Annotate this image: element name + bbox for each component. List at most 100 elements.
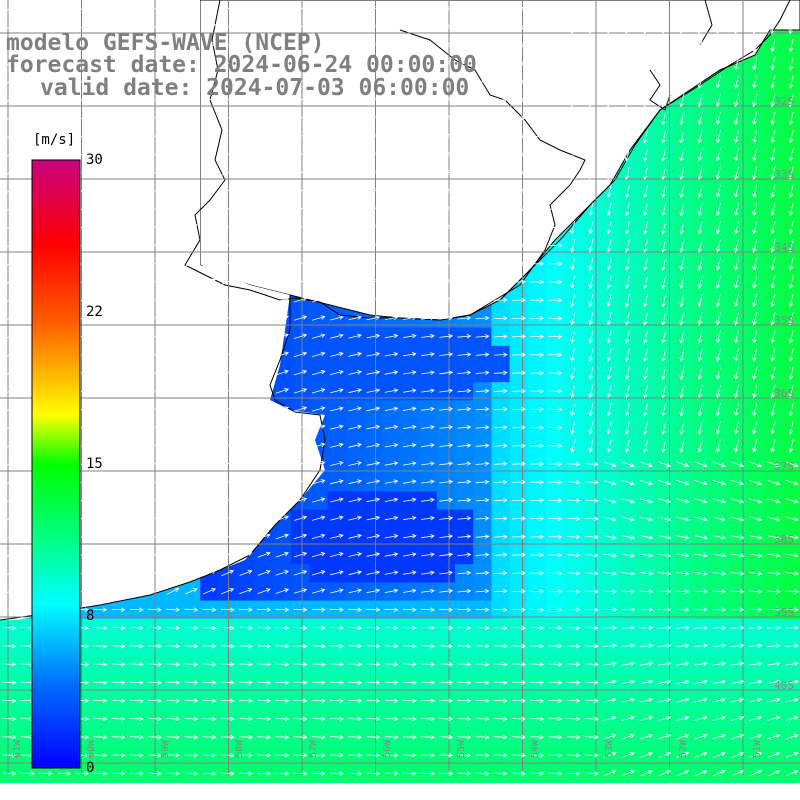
wind-arrow — [624, 330, 630, 344]
wind-arrow — [311, 351, 326, 357]
wind-arrow — [621, 643, 636, 648]
wind-arrow — [57, 41, 70, 50]
wind-arrow — [275, 115, 289, 121]
wind-cell — [655, 709, 674, 729]
wind-arrow — [457, 188, 472, 193]
wind-arrow — [293, 115, 308, 121]
wind-arrow — [257, 297, 271, 303]
wind-arrow — [111, 607, 126, 613]
wind-arrow — [293, 388, 308, 394]
wind-arrow — [239, 333, 253, 340]
wind-arrow — [3, 550, 15, 560]
wind-arrow — [94, 369, 107, 377]
wind-arrow — [766, 571, 781, 576]
wind-cell — [709, 673, 729, 693]
wind-arrow — [475, 607, 490, 613]
wind-arrow — [530, 716, 545, 722]
wind-arrow — [93, 662, 108, 667]
wind-arrow — [766, 715, 781, 721]
wind-arrow — [384, 588, 399, 594]
wind-arrow — [348, 588, 362, 594]
wind-cell — [764, 109, 784, 128]
wind-arrow — [493, 552, 508, 558]
wind-arrow — [348, 461, 362, 466]
wind-arrow — [530, 261, 545, 267]
wind-arrow — [184, 369, 198, 377]
wind-cell — [764, 200, 784, 219]
wind-arrow — [202, 734, 217, 740]
wind-arrow — [679, 221, 685, 235]
wind-arrow — [366, 716, 381, 722]
wind-cell — [600, 691, 620, 711]
wind-cell — [764, 218, 784, 238]
wind-arrow — [348, 315, 362, 321]
wind-arrow — [3, 77, 15, 87]
wind-arrow — [697, 330, 703, 344]
wind-arrow — [621, 751, 635, 758]
wind-arrow — [767, 516, 781, 522]
wind-arrow — [366, 333, 381, 339]
wind-arrow — [679, 403, 685, 417]
wind-arrow — [734, 20, 739, 35]
wind-arrow — [639, 461, 653, 468]
wind-arrow — [421, 424, 435, 430]
wind-arrow — [348, 297, 362, 303]
wind-cell — [709, 746, 729, 765]
wind-arrow — [770, 57, 776, 71]
wind-arrow — [166, 588, 180, 595]
wind-arrow — [566, 643, 581, 649]
wind-arrow — [330, 115, 344, 121]
wind-arrow — [643, 239, 648, 253]
wind-cell — [691, 200, 711, 219]
wind-cell — [746, 327, 765, 347]
wind-arrow — [715, 184, 721, 199]
wind-arrow — [603, 461, 617, 468]
wind-arrow — [715, 2, 721, 17]
wind-arrow — [402, 443, 417, 448]
wind-arrow — [694, 661, 708, 667]
wind-arrow — [293, 151, 308, 157]
wind-cell — [764, 382, 784, 401]
wind-arrow — [148, 260, 162, 268]
wind-arrow — [21, 4, 34, 14]
wind-arrow — [493, 662, 508, 667]
wind-arrow — [661, 148, 667, 162]
wind-arrow — [384, 388, 399, 393]
wind-arrow — [715, 221, 721, 235]
wind-arrow — [239, 151, 253, 158]
wind-arrow — [94, 241, 107, 250]
wind-arrow — [657, 643, 672, 648]
wind-arrow — [203, 114, 216, 122]
wind-arrow — [76, 23, 89, 32]
wind-arrow — [570, 202, 576, 217]
wind-arrow — [457, 607, 472, 613]
wind-arrow — [166, 515, 180, 522]
wind-arrow — [184, 333, 198, 340]
wind-arrow — [658, 770, 671, 777]
wind-arrow — [570, 221, 576, 235]
wind-arrow — [606, 2, 612, 17]
wind-arrow — [384, 716, 399, 722]
wind-arrow — [603, 733, 617, 740]
wind-arrow — [679, 166, 685, 180]
wind-cell — [637, 673, 656, 693]
wind-cell — [327, 546, 347, 565]
wind-cell — [637, 764, 656, 784]
colorbar — [31, 159, 81, 769]
wind-arrow — [606, 166, 612, 180]
wind-arrow — [439, 242, 454, 248]
wind-arrow — [734, 403, 739, 417]
wind-arrow — [148, 405, 162, 413]
wind-arrow — [752, 57, 758, 71]
wind-arrow — [493, 716, 508, 722]
wind-arrow — [734, 2, 739, 17]
wind-arrow — [76, 114, 89, 123]
wind-arrow — [493, 479, 508, 485]
wind-cell — [618, 291, 638, 310]
wind-arrow — [94, 168, 107, 177]
wind-arrow — [275, 533, 289, 540]
wind-arrow — [715, 57, 721, 71]
wind-arrow — [548, 771, 563, 776]
wind-arrow — [712, 479, 726, 486]
wind-arrow — [661, 221, 667, 235]
